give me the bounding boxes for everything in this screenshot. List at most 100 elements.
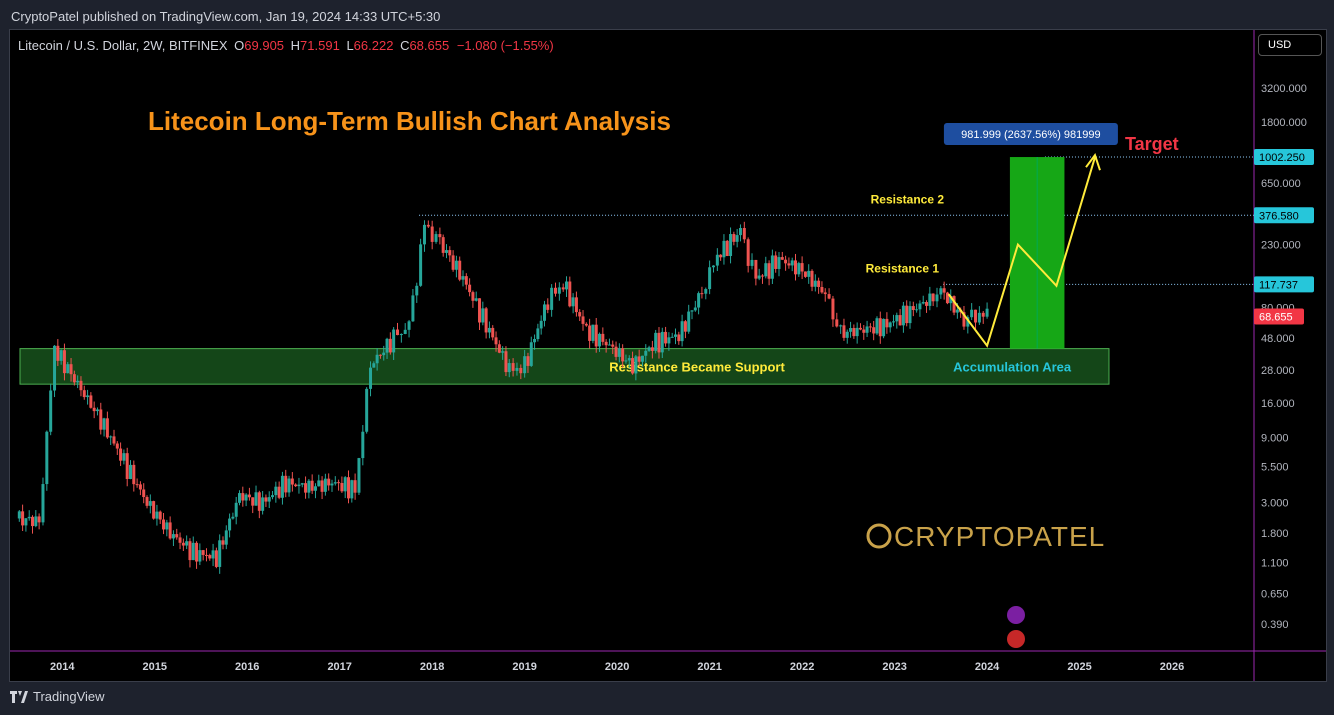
candle-body [234,502,238,517]
candle-body [511,363,515,371]
candle-body [640,355,644,362]
publish-header: CryptoPatel published on TradingView.com… [0,0,1334,30]
candle-body [333,482,337,484]
x-tick-label: 2024 [975,661,1000,673]
candle-body [820,286,824,293]
candle-body [109,436,113,438]
x-tick-label: 2018 [420,661,444,673]
candle-body [419,244,423,286]
candle-body [231,516,235,519]
candle-body [17,511,21,519]
candle-body [487,327,491,333]
candle-body [378,354,382,356]
candle-body [797,263,801,275]
y-tick-label: 28.000 [1261,365,1295,377]
candle-body [454,260,458,270]
candle-body [949,296,953,304]
candle-body [62,350,66,374]
candle-body [945,292,949,304]
candle-body [24,518,28,526]
symbol-legend: Litecoin / U.S. Dollar, 2W, BITFINEX O69… [18,38,554,53]
candle-body [594,324,598,347]
candle-body [810,270,814,287]
publish-info: CryptoPatel published on TradingView.com… [11,9,441,24]
candle-body [330,483,334,486]
candle-body [119,448,123,461]
candle-body [858,327,862,330]
candle-body [34,516,38,527]
candle-body [76,380,80,383]
lightning-icon [1007,606,1025,624]
candle-body [732,234,736,242]
candle-body [264,497,268,502]
candle-body [690,310,694,312]
candle-body [601,333,605,342]
candle-body [415,285,419,296]
candle-body [827,294,831,299]
candle-body [908,306,912,324]
candle-body [845,331,849,338]
chart-frame[interactable]: 3200.000 1800.000 650.000 230.000 80.000 48.0… [9,29,1327,682]
candle-body [794,260,798,275]
candle-body [875,318,879,334]
candle-body [966,317,970,327]
candle-body [550,287,554,310]
chart-title: Litecoin Long-Term Bullish Chart Analysi… [148,106,671,136]
candle-body [171,534,175,539]
candle-body [375,354,379,364]
watermark-text: CRYPTOPATEL [894,521,1105,552]
candle-body [162,519,166,530]
candle-body [581,316,585,324]
candle-body [102,418,106,430]
candle-body [458,260,462,280]
candle-body [122,453,126,461]
currency-button[interactable]: USD [1258,34,1322,56]
level-price-tag [1254,149,1314,166]
candle-body [481,308,485,323]
candle-body [823,292,827,295]
candle-body [484,308,488,333]
candle-body [145,497,149,506]
tradingview-footer[interactable]: TradingView [10,689,105,704]
candle-body [754,259,758,279]
level-price-tag [1254,207,1314,224]
candle-body [650,347,654,351]
watermark-logo-icon [866,523,892,549]
candle-body [241,493,245,501]
candle-body [683,321,687,332]
candle-body [598,333,602,347]
candle-body [310,480,314,491]
candle-body [561,287,565,290]
candle-body [198,550,202,562]
candle-body [588,325,592,341]
candle-body [764,263,768,277]
candle-body [448,250,452,256]
candle-body [142,489,146,498]
x-tick-label: 2019 [512,661,536,673]
candle-body [148,501,152,506]
x-tick-label: 2014 [50,661,75,673]
candle-body [708,267,712,290]
candle-body [704,289,708,294]
candle-body [918,303,922,310]
candle-body [660,331,664,353]
candle-body [654,332,658,351]
candle-body [770,255,774,279]
candle-body [361,431,365,459]
candle-body [842,325,846,338]
candle-body [780,257,784,260]
candle-body [952,296,956,313]
measure-label: 981.999 (2637.56%) 981999 [961,129,1100,141]
candle-body [257,492,261,511]
candle-body [507,363,511,373]
price-chart[interactable]: 3200.0001800.000650.000230.00080.00048.0… [10,30,1326,681]
candle-body [981,312,985,317]
candle-body [399,333,403,336]
candle-body [774,255,778,269]
candle-body [807,270,811,277]
candle-body [444,250,448,253]
candle-body [244,494,248,501]
candle-body [191,542,195,561]
candle-body [287,478,291,493]
candle-body [800,263,804,272]
